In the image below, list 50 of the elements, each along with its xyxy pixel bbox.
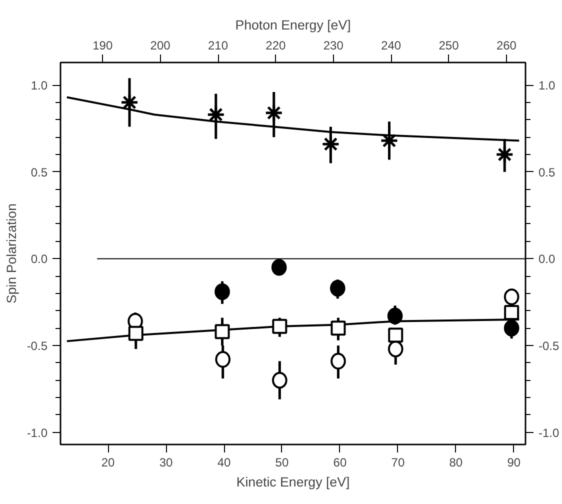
point xyxy=(214,324,230,340)
point xyxy=(215,351,231,368)
x-tick-label: 20 xyxy=(101,456,116,470)
y-tick-label: 0.0 xyxy=(30,252,48,266)
point xyxy=(128,326,144,341)
point xyxy=(271,259,287,276)
point xyxy=(388,328,404,343)
y-axis-title: Spin Polarization xyxy=(4,203,19,304)
y2-tick-label: -1.0 xyxy=(538,426,560,440)
y2-tick-label: 1.0 xyxy=(538,78,556,93)
point xyxy=(387,308,403,324)
y2-tick-label: -0.5 xyxy=(538,339,560,354)
y-tick-label: -1.0 xyxy=(26,426,48,440)
x2-tick-label: 200 xyxy=(150,38,171,52)
point xyxy=(504,288,520,306)
y-tick-label: 1.0 xyxy=(30,78,48,93)
x-tick-label: 40 xyxy=(217,456,232,470)
point xyxy=(272,372,288,389)
x-tick-label: 80 xyxy=(449,456,463,470)
x2-axis-title: Photon Energy [eV] xyxy=(235,18,351,32)
x-tick-label: 30 xyxy=(159,456,174,470)
point xyxy=(504,305,520,320)
x-tick-label: 50 xyxy=(275,456,289,470)
x2-tick-label: 260 xyxy=(496,38,517,52)
x2-tick-label: 230 xyxy=(323,38,344,52)
x-tick-label: 90 xyxy=(507,456,521,470)
x2-tick-label: 220 xyxy=(266,38,286,52)
point xyxy=(206,105,226,124)
point xyxy=(388,340,404,358)
x2-tick-label: 240 xyxy=(381,38,402,52)
x2-tick-label: 250 xyxy=(438,38,460,52)
y-tick-label: -0.5 xyxy=(26,339,48,354)
point xyxy=(330,320,346,336)
x2-tick-label: 210 xyxy=(208,38,228,52)
x-tick-label: 70 xyxy=(391,456,405,470)
y2-tick-label: 0.0 xyxy=(538,252,556,266)
x-tick-label: 60 xyxy=(333,456,347,470)
x2-tick-label: 190 xyxy=(92,38,113,52)
y2-tick-label: 0.5 xyxy=(538,165,556,180)
point xyxy=(504,320,520,337)
x-axis-title: Kinetic Energy [eV] xyxy=(236,474,350,490)
point xyxy=(120,93,139,112)
point xyxy=(264,104,284,122)
point xyxy=(214,283,230,300)
y-tick-label: 0.5 xyxy=(30,165,48,180)
point xyxy=(272,318,288,334)
point xyxy=(330,280,346,297)
point xyxy=(330,352,346,370)
point xyxy=(321,134,340,154)
point xyxy=(495,145,514,164)
